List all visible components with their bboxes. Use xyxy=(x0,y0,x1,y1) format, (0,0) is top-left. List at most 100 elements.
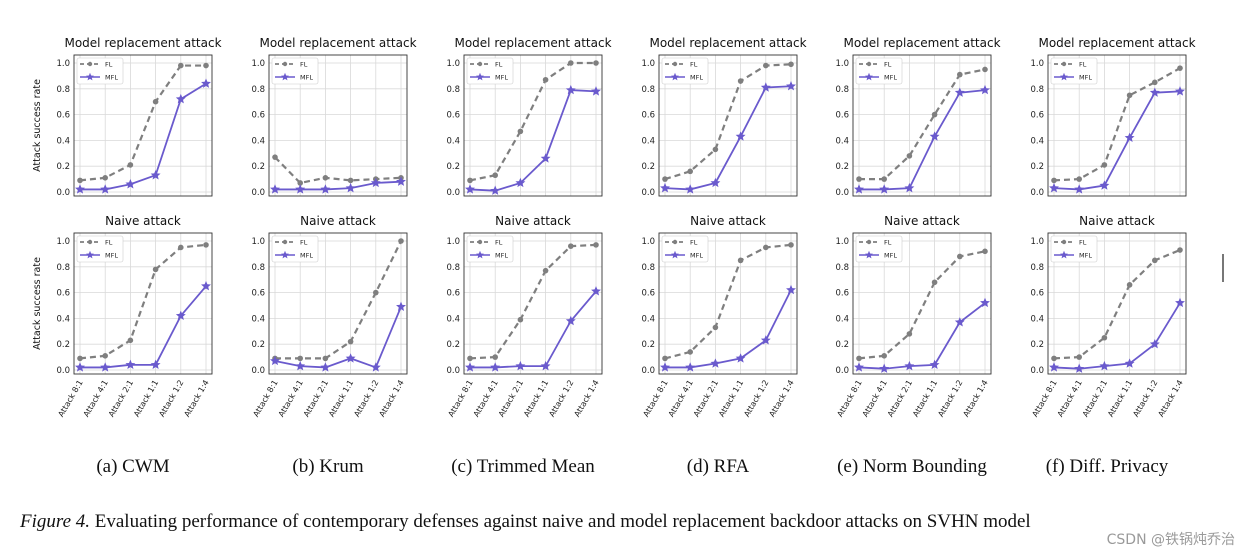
panel-2-1: Naive attack 0.0 0.2 0.4 0.6 0.8 1.0 FL MFL Attac… xyxy=(446,214,603,419)
panel-title: Model replacement attack xyxy=(454,36,611,50)
series-line-mfl xyxy=(858,302,986,370)
data-point-mfl xyxy=(1175,297,1185,308)
legend-marker-fl xyxy=(672,239,678,245)
data-point-fl xyxy=(712,324,719,331)
y-tick-label: 0.0 xyxy=(446,366,460,376)
plot-frame xyxy=(658,232,798,375)
data-point-fl xyxy=(152,266,159,273)
panel-5-0: Model replacement attack 0.0 0.2 0.4 0.6 0.8 1… xyxy=(1030,36,1195,198)
figure-caption-text: Evaluating performance of contemporary d… xyxy=(94,511,1031,532)
panel-0-1: Naive attack 0.0 0.2 0.4 0.6 0.8 1.0 Attack suc… xyxy=(32,214,213,418)
data-point-mfl xyxy=(1074,363,1085,373)
data-point-mfl xyxy=(175,310,186,321)
x-tick-label: Attack 8:1 xyxy=(1030,379,1058,419)
subcaption: (d) RFA xyxy=(687,456,750,477)
x-tick-label: Attack 4:1 xyxy=(667,379,695,419)
legend-marker-mfl xyxy=(281,250,289,259)
plot-frame xyxy=(1047,232,1187,375)
y-tick-label: 0.8 xyxy=(56,263,70,273)
plot-frame xyxy=(463,232,603,375)
data-point-mfl xyxy=(565,315,576,326)
data-point-mfl xyxy=(1099,180,1110,190)
data-point-fl xyxy=(203,242,209,248)
data-point-fl xyxy=(1051,355,1057,362)
y-tick-label: 1.0 xyxy=(56,59,70,69)
data-point-fl xyxy=(763,244,769,251)
legend-marker-fl xyxy=(87,61,93,67)
data-point-fl xyxy=(931,111,938,118)
y-tick-label: 0.4 xyxy=(446,136,460,146)
legend-label-fl: FL xyxy=(300,61,308,69)
y-tick-label: 0.2 xyxy=(641,340,655,350)
data-point-mfl xyxy=(540,360,551,371)
data-point-mfl xyxy=(75,362,85,372)
y-tick-label: 0.0 xyxy=(56,366,70,376)
data-point-fl xyxy=(906,331,913,337)
y-tick-label: 0.2 xyxy=(641,162,655,172)
y-tick-label: 0.0 xyxy=(835,366,849,376)
legend-marker-mfl xyxy=(865,250,873,259)
legend-label-fl: FL xyxy=(1079,61,1087,69)
data-point-mfl xyxy=(685,184,696,194)
panel-2-0: Model replacement attack 0.0 0.2 0.4 0.6 0.8 1… xyxy=(446,36,611,198)
series-line-fl xyxy=(858,250,986,360)
data-point-mfl xyxy=(1149,339,1160,349)
data-point-fl xyxy=(737,78,744,84)
legend-label-fl: FL xyxy=(884,61,892,69)
data-point-fl xyxy=(517,128,524,135)
y-tick-label: 0.6 xyxy=(1030,289,1044,299)
y-tick-label: 0.0 xyxy=(835,188,849,198)
legend-label-mfl: MFL xyxy=(495,252,508,260)
series-line-fl xyxy=(79,243,207,360)
plot-frame xyxy=(1047,54,1187,197)
subcaption: (b) Krum xyxy=(292,456,363,477)
panel-title: Model replacement attack xyxy=(64,36,221,50)
series-line-fl xyxy=(275,240,402,360)
x-tick-label: Attack 4:1 xyxy=(861,379,889,419)
panel-title: Naive attack xyxy=(105,214,181,228)
x-tick-label: Attack 1:2 xyxy=(936,379,964,419)
data-point-fl xyxy=(593,60,599,66)
data-point-mfl xyxy=(490,362,501,372)
series-line-fl xyxy=(1053,67,1181,182)
data-point-mfl xyxy=(1074,184,1085,194)
panel-3-1: Naive attack 0.0 0.2 0.4 0.6 0.8 1.0 FL MFL Attac… xyxy=(641,214,798,419)
watermark: CSDN @铁锅炖乔治 xyxy=(1106,532,1235,548)
x-tick-label: Attack 1:1 xyxy=(911,379,939,419)
x-tick-label: Attack 8:1 xyxy=(835,379,863,419)
legend-label-mfl: MFL xyxy=(300,74,313,82)
data-point-fl xyxy=(178,62,184,69)
y-tick-label: 0.2 xyxy=(251,340,265,350)
data-point-mfl xyxy=(980,84,990,95)
y-tick-label: 0.2 xyxy=(835,340,849,350)
panel-5-1: Naive attack 0.0 0.2 0.4 0.6 0.8 1.0 FL MFL Attac… xyxy=(1030,214,1187,419)
legend-label-fl: FL xyxy=(495,61,503,69)
x-tick-label: Attack 2:1 xyxy=(497,379,525,419)
plot-frame xyxy=(268,54,408,197)
data-point-fl xyxy=(788,61,794,68)
y-tick-label: 0.6 xyxy=(835,289,849,299)
data-point-fl xyxy=(127,162,134,168)
y-tick-label: 0.4 xyxy=(56,136,70,146)
x-tick-label: Attack 4:1 xyxy=(472,379,500,419)
y-tick-label: 0.6 xyxy=(446,111,460,121)
y-tick-label: 1.0 xyxy=(835,59,849,69)
legend-label-fl: FL xyxy=(1079,239,1087,247)
x-tick-label: Attack 8:1 xyxy=(641,379,669,419)
data-point-mfl xyxy=(591,86,601,96)
data-point-fl xyxy=(102,175,108,181)
series-line-fl xyxy=(664,243,792,360)
scrollbar-marker[interactable] xyxy=(1222,254,1224,282)
panel-title: Model replacement attack xyxy=(259,36,416,50)
legend-label-fl: FL xyxy=(495,239,503,247)
data-point-fl xyxy=(398,238,404,244)
y-tick-label: 0.2 xyxy=(56,162,70,172)
panel-1-1: Naive attack 0.0 0.2 0.4 0.6 0.8 1.0 FL MFL Attac… xyxy=(251,214,408,418)
data-point-mfl xyxy=(100,362,111,372)
data-point-mfl xyxy=(125,179,136,189)
y-tick-label: 0.4 xyxy=(446,314,460,324)
panel-title: Naive attack xyxy=(884,214,960,228)
data-point-fl xyxy=(347,338,354,345)
data-point-fl xyxy=(272,154,278,160)
legend-marker-mfl xyxy=(476,250,484,259)
